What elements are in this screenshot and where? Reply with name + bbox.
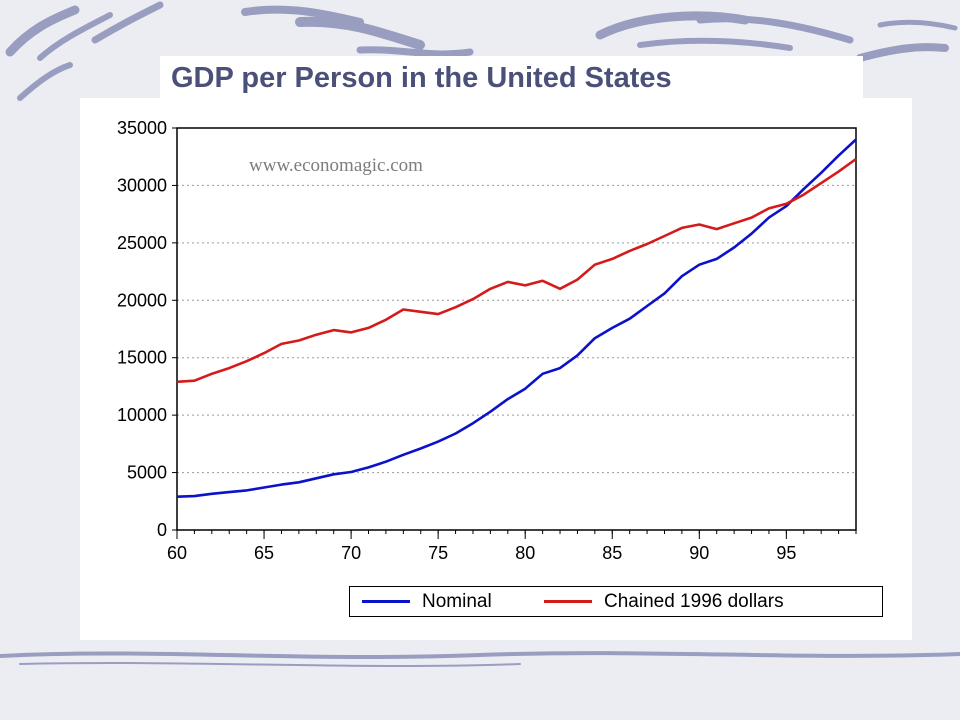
- legend-item-nominal: Nominal: [362, 587, 492, 616]
- legend-label-nominal: Nominal: [422, 590, 492, 612]
- source-watermark: www.economagic.com: [249, 155, 423, 176]
- stroke-10: [856, 43, 949, 62]
- y-tick-label: 20000: [117, 290, 167, 310]
- stroke-3: [91, 1, 164, 44]
- y-tick-label: 0: [157, 520, 167, 540]
- x-tick-label: 65: [254, 543, 274, 563]
- stroke-6: [356, 46, 474, 58]
- y-tick-label: 10000: [117, 405, 167, 425]
- stroke-8: [637, 37, 793, 51]
- x-tick-label: 70: [341, 543, 361, 563]
- stroke-12: [17, 62, 73, 101]
- y-tick-label: 25000: [117, 233, 167, 253]
- legend-swatch-nominal: [362, 600, 410, 603]
- x-tick-label: 60: [167, 543, 187, 563]
- legend-label-chained: Chained 1996 dollars: [604, 590, 784, 612]
- stroke-11: [877, 19, 958, 31]
- series: [176, 138, 857, 498]
- slide-title: GDP per Person in the United States: [171, 62, 672, 94]
- y-tick-label: 5000: [127, 463, 167, 483]
- stroke-9: [696, 15, 854, 44]
- y-tick-label: 35000: [117, 118, 167, 138]
- plot-frame: [176, 127, 857, 531]
- x-tick-label: 95: [776, 543, 796, 563]
- title-box: [160, 56, 863, 100]
- stroke-1: [5, 5, 80, 57]
- series-line-chained: [176, 157, 857, 384]
- legend-item-chained: Chained 1996 dollars: [544, 587, 784, 616]
- x-tick-label: 75: [428, 543, 448, 563]
- bottom-stroke-1: [0, 651, 960, 660]
- y-tick-label: 15000: [117, 348, 167, 368]
- y-tick-label: 30000: [117, 175, 167, 195]
- bottom-stroke-2: [19, 662, 521, 667]
- axes: 0 5000 10000 15000 20000 25000 30000 35000 60 65 7…: [117, 118, 857, 563]
- stroke-2: [37, 12, 113, 61]
- chart-panel: [80, 98, 912, 640]
- x-tick-label: 80: [515, 543, 535, 563]
- stroke-5: [295, 16, 425, 50]
- x-tick-label: 85: [602, 543, 622, 563]
- x-tick-label: 90: [689, 543, 709, 563]
- chart-legend: Nominal Chained 1996 dollars: [349, 586, 883, 617]
- stroke-4: [241, 5, 364, 26]
- legend-swatch-chained: [544, 600, 592, 603]
- series-line-nominal: [176, 138, 857, 498]
- brush-stroke-decoration: [0, 1, 960, 667]
- gridlines: [177, 184, 856, 474]
